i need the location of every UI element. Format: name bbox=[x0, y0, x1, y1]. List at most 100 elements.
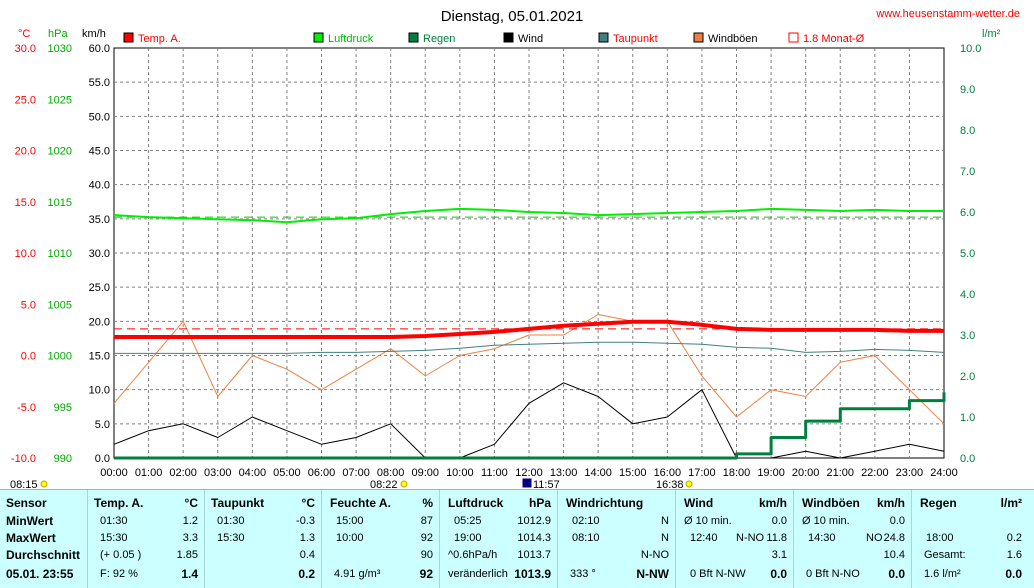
statistics-panel: Sensor MinWert MaxWert Durchschnitt 05.0… bbox=[0, 489, 1034, 588]
gust-current: 0.0 bbox=[888, 567, 905, 581]
sunset-label: 16:38 bbox=[656, 479, 684, 488]
gust-max-time: 14:30 bbox=[808, 532, 836, 544]
wind-header: Wind bbox=[684, 496, 714, 510]
wind-direction-min: N bbox=[661, 515, 669, 527]
pressure-tick-label: 990 bbox=[54, 453, 72, 465]
temp-avg-note: (+ 0.05 ) bbox=[100, 549, 142, 561]
time-tick-label: 08:00 bbox=[377, 467, 405, 479]
series-taupunkt bbox=[114, 341, 945, 354]
gust-max: 24.8 bbox=[883, 532, 905, 544]
gust-unit: km/h bbox=[876, 496, 905, 510]
rain-tick-label: 5.0 bbox=[960, 248, 975, 260]
wind-tick-label: 35.0 bbox=[89, 214, 110, 226]
time-tick-label: 23:00 bbox=[896, 467, 924, 479]
footer-date: 05.01. 23:55 bbox=[6, 567, 74, 581]
dewpoint-min-time: 01:30 bbox=[217, 515, 245, 527]
pressure-tick-label: 1000 bbox=[48, 351, 72, 363]
rain-max: 0.2 bbox=[1006, 532, 1022, 544]
rain-tick-label: 0.0 bbox=[960, 453, 975, 465]
rain-max-time: 18:00 bbox=[926, 532, 954, 544]
gust-max-direction: NO bbox=[866, 532, 883, 544]
row-label-avg: Durchschnitt bbox=[6, 548, 81, 562]
row-label-min: MinWert bbox=[6, 514, 54, 528]
rain-unit: l/m² bbox=[1000, 496, 1022, 510]
rain-tick-label: 1.0 bbox=[960, 412, 975, 424]
gust-beaufort: 0 Bft N-NO bbox=[806, 568, 860, 580]
time-tick-label: 02:00 bbox=[169, 467, 197, 479]
wind-direction-header: Windrichtung bbox=[566, 496, 644, 510]
sunrise2-label: 08:22 bbox=[370, 479, 398, 488]
gust-avg: 10.4 bbox=[883, 549, 905, 561]
time-tick-label: 24:00 bbox=[930, 467, 958, 479]
rain-tick-label: 3.0 bbox=[960, 330, 975, 342]
wind-tick-label: 0.0 bbox=[95, 453, 110, 465]
series-temp-a bbox=[114, 319, 944, 339]
rain-total-label: Gesamt: bbox=[924, 549, 966, 561]
sensor-column: Sensor MinWert MaxWert Durchschnitt 05.0… bbox=[0, 490, 88, 588]
chart-grid bbox=[113, 47, 945, 459]
gust-column: Windböen km/h Ø 10 min. 0.0 14:30 NO 24.… bbox=[794, 490, 912, 588]
time-tick-label: 06:00 bbox=[308, 467, 336, 479]
dewpoint-min: -0.3 bbox=[296, 515, 315, 527]
time-tick-label: 15:00 bbox=[619, 467, 647, 479]
legend-label: Temp. A. bbox=[138, 33, 181, 45]
wind-avg10: 0.0 bbox=[771, 515, 787, 527]
pressure-avg: 1013.7 bbox=[517, 549, 551, 561]
wind-direction-avg: N-NO bbox=[640, 549, 669, 561]
wind-tick-label: 50.0 bbox=[89, 111, 110, 123]
temp-max-time: 15:30 bbox=[100, 532, 128, 544]
pressure-header: Luftdruck bbox=[448, 496, 504, 510]
wind-direction-current: N-NW bbox=[636, 567, 669, 581]
temp-column: Temp. A. °C 01:30 1.2 15:30 3.3 (+ 0.05 … bbox=[88, 490, 205, 588]
noon-label: 11:57 bbox=[533, 479, 560, 488]
unit-pressure: hPa bbox=[48, 28, 68, 40]
legend-swatch bbox=[123, 32, 134, 43]
series-luftdruck bbox=[113, 207, 944, 224]
wind-tick-label: 25.0 bbox=[89, 282, 110, 294]
wind-tick-label: 5.0 bbox=[95, 419, 110, 431]
time-tick-label: 07:00 bbox=[342, 467, 370, 479]
temp-humidity-note: F: 92 % bbox=[100, 568, 138, 580]
time-tick-label: 19:00 bbox=[757, 467, 785, 479]
wind-direction-column: Windrichtung 02:10 N 08:10 N N-NO 333 ° … bbox=[558, 490, 676, 588]
sun-icon bbox=[40, 480, 48, 488]
humidity-min: 87 bbox=[420, 515, 433, 527]
noon-icon bbox=[522, 478, 532, 488]
dewpoint-column: Taupunkt °C 01:30 -0.3 15:30 1.3 0.4 0.2 bbox=[205, 490, 322, 588]
rain-tick-label: 7.0 bbox=[960, 166, 975, 178]
rain-header: Regen bbox=[920, 496, 957, 510]
legend-swatch bbox=[313, 32, 324, 43]
humidity-unit: % bbox=[422, 496, 433, 510]
time-tick-label: 17:00 bbox=[688, 467, 716, 479]
time-tick-label: 13:00 bbox=[550, 467, 578, 479]
wind-avg10-label: Ø 10 min. bbox=[684, 515, 732, 527]
dewpoint-max-time: 15:30 bbox=[217, 532, 245, 544]
wind-direction-max: N bbox=[661, 532, 669, 544]
temp-tick-label: -10.0 bbox=[11, 453, 36, 465]
legend-swatch bbox=[693, 32, 704, 43]
pressure-tick-label: 1030 bbox=[48, 43, 72, 55]
time-tick-label: 01:00 bbox=[135, 467, 163, 479]
time-tick-label: 10:00 bbox=[446, 467, 474, 479]
unit-wind: km/h bbox=[82, 28, 106, 40]
time-tick-label: 21:00 bbox=[826, 467, 854, 479]
humidity-absolute: 4.91 g/m³ bbox=[334, 568, 381, 580]
temp-header: Temp. A. bbox=[94, 496, 144, 510]
pressure-tick-label: 1020 bbox=[48, 146, 72, 158]
rain-tick-label: 4.0 bbox=[960, 289, 975, 301]
unit-rain: l/m² bbox=[982, 28, 1001, 40]
time-tick-label: 18:00 bbox=[723, 467, 751, 479]
time-tick-label: 11:00 bbox=[481, 467, 508, 479]
pressure-current: 1013.9 bbox=[514, 567, 551, 581]
time-tick-label: 22:00 bbox=[861, 467, 889, 479]
series-wind bbox=[113, 382, 945, 459]
temp-tick-label: 20.0 bbox=[15, 146, 36, 158]
row-label-max: MaxWert bbox=[6, 531, 56, 545]
sun-icon bbox=[685, 480, 693, 488]
legend-label: Windböen bbox=[708, 33, 758, 45]
temp-min: 1.2 bbox=[182, 515, 198, 527]
chart-title: Dienstag, 05.01.2021 bbox=[441, 8, 584, 25]
wind-tick-label: 55.0 bbox=[89, 77, 110, 89]
temp-avg: 1.85 bbox=[176, 549, 198, 561]
weather-chart: Dienstag, 05.01.2021 www.heusenstamm-wet… bbox=[10, 8, 1020, 488]
